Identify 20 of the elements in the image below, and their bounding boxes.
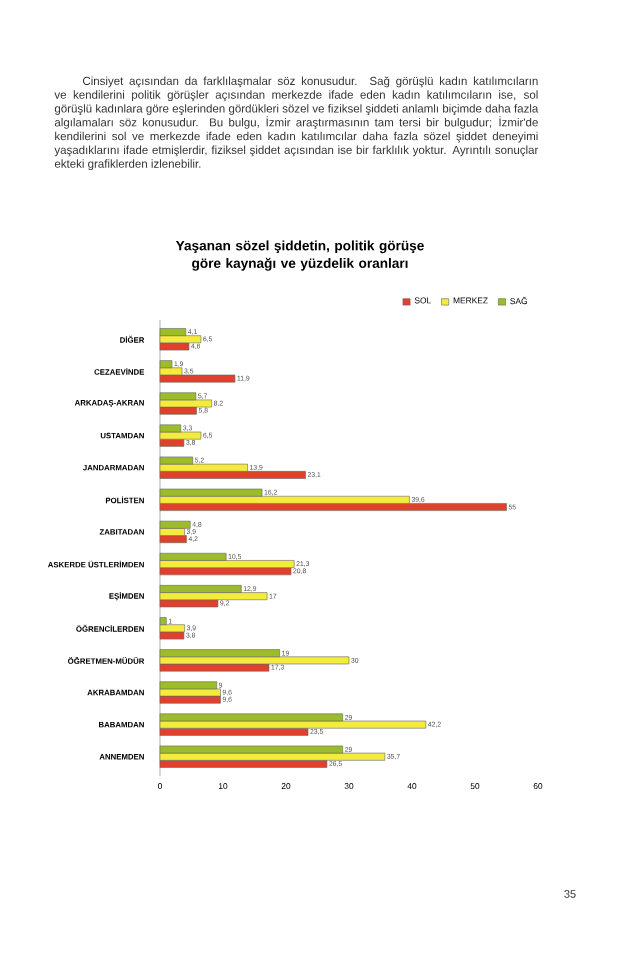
bar: [159, 399, 212, 408]
bar: [159, 567, 292, 576]
bar: [159, 503, 507, 511]
bar: [159, 631, 185, 640]
bar: [159, 520, 191, 529]
bar: [159, 471, 306, 479]
bar: [159, 720, 427, 729]
bar: [159, 374, 236, 383]
bar: [159, 656, 350, 665]
bar: [159, 528, 185, 536]
bar: [159, 681, 217, 690]
bar: [159, 535, 187, 544]
bar: [159, 335, 202, 344]
bar: [159, 695, 221, 704]
bar: [159, 688, 221, 697]
bar: [159, 560, 295, 568]
bar: [159, 592, 268, 601]
bar: [159, 624, 185, 633]
bar: [159, 752, 386, 761]
bar: [159, 431, 202, 440]
